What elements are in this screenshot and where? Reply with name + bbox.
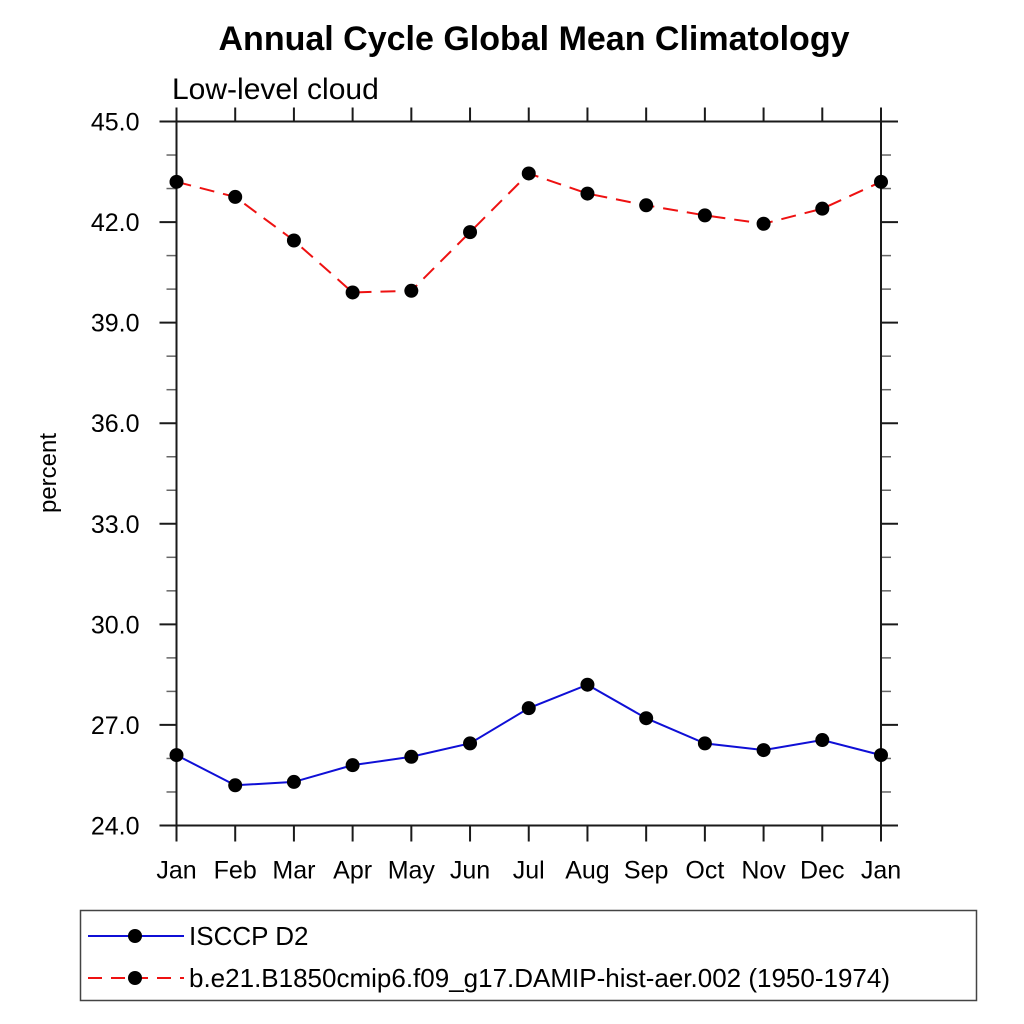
data-point-marker bbox=[815, 201, 830, 216]
data-point-marker bbox=[521, 166, 536, 181]
legend-marker-icon bbox=[128, 971, 142, 985]
axis-ticks: 24.0 27.0 30.0 33.0 36.0 39.0 42.0 45.0 Jan Feb Ma… bbox=[91, 107, 901, 885]
data-point-marker bbox=[286, 233, 301, 248]
legend: ISCCP D2 b.e21.B1850cmip6.f09_g17.DAMIP-… bbox=[79, 909, 978, 1002]
data-point-marker bbox=[874, 748, 888, 763]
chart-subtitle: Low-level cloud bbox=[172, 73, 379, 106]
data-series bbox=[169, 166, 888, 793]
data-point-marker bbox=[580, 186, 595, 201]
data-point-marker bbox=[404, 749, 419, 764]
plot-area bbox=[175, 120, 882, 827]
data-point-marker bbox=[463, 225, 478, 240]
data-point-marker bbox=[756, 216, 771, 231]
x-tick-label: May bbox=[388, 857, 436, 885]
data-point-marker bbox=[815, 733, 830, 748]
legend-entry-isccp-d2: ISCCP D2 bbox=[88, 921, 308, 951]
legend-label-isccp-d2: ISCCP D2 bbox=[189, 921, 308, 951]
y-tick-label: 30.0 bbox=[91, 611, 140, 639]
data-point-marker bbox=[169, 748, 184, 763]
data-point-marker bbox=[345, 285, 360, 300]
legend-box bbox=[79, 909, 978, 1002]
y-tick-label: 45.0 bbox=[91, 109, 140, 137]
data-point-marker bbox=[286, 774, 301, 789]
y-tick-label: 33.0 bbox=[91, 511, 140, 539]
y-tick-label: 36.0 bbox=[91, 410, 140, 438]
series-line-0 bbox=[176, 683, 882, 787]
data-point-marker bbox=[345, 758, 360, 773]
data-point-marker bbox=[404, 283, 419, 298]
x-tick-label: Apr bbox=[333, 857, 372, 885]
data-point-marker bbox=[697, 736, 712, 751]
x-tick-label: Feb bbox=[214, 857, 257, 885]
y-tick-label: 27.0 bbox=[91, 712, 140, 740]
data-point-marker bbox=[228, 778, 243, 793]
legend-entry-model-run: b.e21.B1850cmip6.f09_g17.DAMIP-hist-aer.… bbox=[88, 963, 890, 993]
legend-label-model-run: b.e21.B1850cmip6.f09_g17.DAMIP-hist-aer.… bbox=[189, 963, 890, 993]
data-point-marker bbox=[639, 198, 654, 213]
x-tick-label: Jan bbox=[156, 857, 196, 885]
data-point-marker bbox=[521, 701, 536, 716]
chart-title: Annual Cycle Global Mean Climatology bbox=[219, 20, 850, 58]
y-tick-label: 39.0 bbox=[91, 310, 140, 338]
x-tick-label: Jun bbox=[450, 857, 490, 885]
y-axis-label: percent bbox=[35, 433, 62, 513]
data-point-marker bbox=[463, 736, 478, 751]
data-point-marker bbox=[874, 174, 888, 189]
data-point-marker bbox=[697, 208, 712, 223]
series-line-1 bbox=[176, 172, 882, 294]
x-tick-label: Sep bbox=[624, 857, 668, 885]
data-point-marker bbox=[169, 174, 184, 189]
data-point-marker bbox=[639, 711, 654, 726]
x-tick-label: Oct bbox=[685, 857, 724, 885]
x-tick-label: Nov bbox=[741, 857, 786, 885]
legend-marker-icon bbox=[128, 929, 142, 943]
x-tick-label: Jul bbox=[513, 857, 545, 885]
x-tick-label: Dec bbox=[800, 857, 844, 885]
data-point-marker bbox=[580, 677, 595, 692]
x-tick-label: Jan bbox=[861, 857, 901, 885]
x-tick-label: Mar bbox=[272, 857, 315, 885]
data-point-marker bbox=[228, 189, 243, 204]
y-tick-label: 42.0 bbox=[91, 209, 140, 237]
data-point-marker bbox=[756, 743, 771, 758]
y-tick-label: 24.0 bbox=[91, 813, 140, 841]
x-tick-label: Aug bbox=[565, 857, 609, 885]
